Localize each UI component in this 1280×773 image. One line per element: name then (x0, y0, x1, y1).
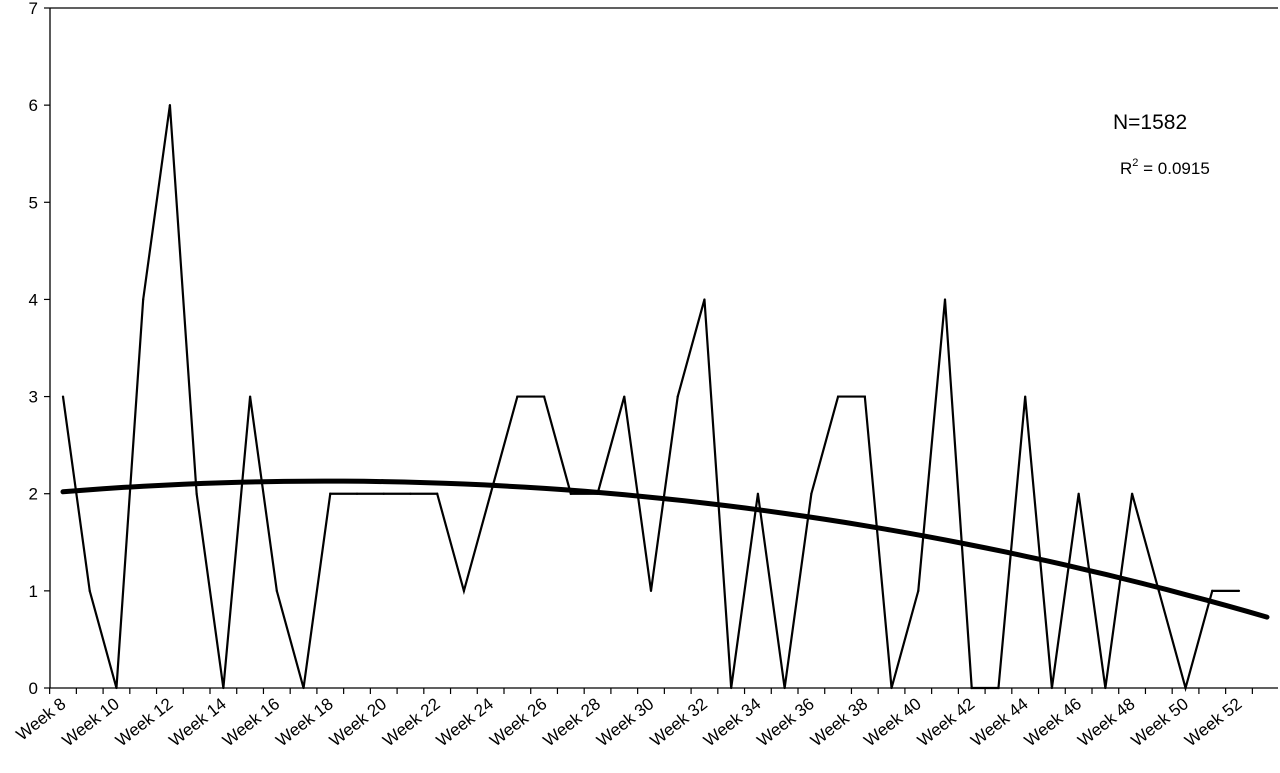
data-point (382, 492, 385, 495)
x-tick-label: Week 36 (754, 694, 818, 750)
data-point (1184, 686, 1187, 690)
y-tick-label: 6 (29, 96, 38, 115)
data-point (516, 395, 519, 398)
trendline-group (60, 478, 1270, 620)
data-point (1050, 686, 1054, 690)
x-tick-label: Week 20 (326, 694, 390, 750)
data-point (88, 589, 91, 592)
data-point (1211, 589, 1214, 592)
data-point (542, 395, 546, 398)
x-tick-label: Week 46 (1021, 694, 1085, 750)
data-point (462, 589, 466, 592)
x-tick-label: Week 38 (807, 694, 871, 750)
x-tick-label: Week 12 (112, 694, 176, 750)
data-point (222, 686, 225, 690)
x-tick-label: Week 44 (967, 694, 1031, 750)
data-point (756, 492, 760, 495)
data-point (275, 589, 278, 592)
data-point (329, 492, 332, 495)
data-point (436, 492, 439, 495)
x-tick-label: Week 16 (219, 694, 283, 750)
y-tick-label: 4 (29, 290, 38, 309)
x-tick-label: Week 10 (59, 694, 123, 750)
data-point (195, 492, 198, 495)
data-point (489, 492, 492, 495)
x-tick-label: Week 40 (860, 694, 924, 750)
x-tick-label: Week 18 (272, 694, 336, 750)
data-point (248, 395, 252, 398)
data-point (943, 298, 947, 301)
series-group (61, 104, 1241, 693)
data-point (1077, 492, 1080, 495)
data-point (569, 492, 572, 495)
data-point (1104, 686, 1107, 690)
data-point (783, 686, 786, 690)
r-squared-exponent: 2 (1132, 157, 1138, 169)
r-squared-annotation: R2 = 0.0915 (1120, 157, 1210, 178)
data-point (623, 395, 626, 398)
y-tick-label: 7 (29, 0, 38, 18)
chart-axes (49, 7, 1278, 689)
data-point (676, 395, 679, 398)
y-axis-ticks: 0 1 2 3 4 5 6 7 (29, 0, 50, 698)
y-tick-label: 5 (29, 193, 38, 212)
data-point (409, 492, 412, 495)
y-tick-label: 3 (29, 388, 38, 407)
data-point (355, 492, 359, 495)
data-point (1024, 395, 1027, 398)
x-tick-label: Week 28 (540, 694, 604, 750)
x-tick-label: Week 24 (433, 694, 497, 750)
data-point (997, 686, 1000, 690)
r-squared-value: = 0.0915 (1138, 159, 1209, 178)
x-tick-label: Week 32 (647, 694, 711, 750)
x-tick-label: Week 34 (700, 694, 764, 750)
x-tick-label: Week 50 (1128, 694, 1192, 750)
data-point (890, 686, 893, 690)
x-tick-label: Week 52 (1181, 694, 1245, 750)
x-tick-label: Week 26 (486, 694, 550, 750)
data-point (917, 589, 920, 592)
y-tick-label: 2 (29, 485, 38, 504)
y-tick-label: 1 (29, 582, 38, 601)
r-squared-prefix: R (1120, 159, 1132, 178)
data-point (730, 686, 733, 690)
series-line (61, 104, 1239, 693)
data-point (1237, 589, 1241, 592)
data-point (649, 589, 653, 592)
x-tick-label: Week 48 (1074, 694, 1138, 750)
data-point (61, 395, 65, 398)
data-point (1130, 492, 1134, 495)
x-tick-label: Week 30 (593, 694, 657, 750)
x-tick-label: Week 14 (166, 694, 230, 750)
data-point (115, 686, 118, 690)
data-point (703, 298, 706, 301)
x-tick-label: Week 22 (379, 694, 443, 750)
data-point (810, 492, 813, 495)
data-point (836, 395, 840, 398)
data-point (302, 686, 305, 690)
data-point (863, 395, 866, 398)
data-point (970, 686, 973, 690)
trendline (60, 478, 1270, 620)
x-tick-label: Week 42 (914, 694, 978, 750)
data-point (142, 298, 145, 301)
sample-size-annotation: N=1582 (1113, 111, 1187, 134)
data-point (168, 104, 172, 107)
y-tick-label: 0 (29, 679, 38, 698)
